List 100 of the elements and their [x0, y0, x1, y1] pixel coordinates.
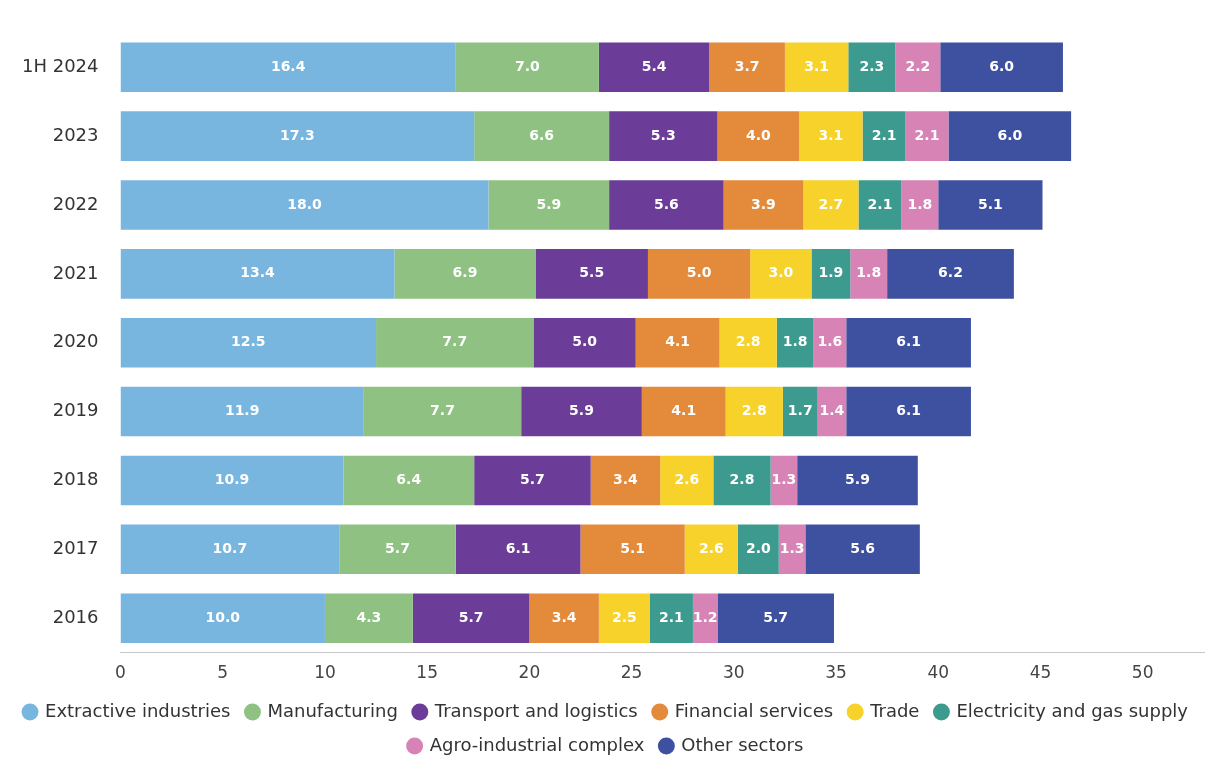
bar	[858, 180, 902, 230]
x-tick-label: 45	[1029, 662, 1052, 683]
y-tick-label: 1H 2024	[21, 54, 99, 76]
data-label: 2.3	[859, 57, 885, 74]
bar	[120, 593, 325, 643]
bar	[609, 111, 718, 161]
data-label: 6.2	[938, 264, 963, 281]
data-label: 2.1	[871, 126, 897, 143]
data-label: 5.9	[569, 402, 594, 419]
data-label: 2.1	[659, 608, 684, 625]
bar	[535, 249, 648, 299]
bar	[120, 111, 475, 161]
data-label: 5.7	[763, 608, 789, 625]
bar	[363, 386, 522, 437]
y-tick-label: 2023	[52, 123, 99, 145]
bar	[412, 593, 530, 643]
bar	[649, 593, 693, 643]
bar	[905, 111, 949, 161]
data-label: 2.6	[674, 471, 700, 488]
data-label: 5.0	[686, 264, 712, 281]
bar	[641, 386, 726, 437]
data-label: 4.0	[745, 126, 771, 143]
bar	[598, 42, 710, 93]
data-label: 5.0	[572, 333, 598, 350]
data-label: 4.1	[665, 333, 690, 350]
data-label: 3.4	[551, 608, 577, 625]
bar	[120, 455, 344, 506]
bar	[324, 593, 413, 643]
bar	[529, 593, 599, 643]
bar	[120, 42, 456, 93]
bar	[609, 180, 724, 230]
data-label: 6.1	[896, 333, 921, 350]
data-label: 6.1	[505, 539, 531, 556]
bar	[598, 593, 650, 643]
data-label: 6.9	[452, 264, 478, 281]
data-label: 1.7	[787, 402, 813, 419]
x-tick-label: 40	[927, 662, 950, 683]
bar	[474, 455, 591, 506]
bar	[717, 593, 834, 643]
bar	[376, 317, 534, 368]
bar	[120, 180, 489, 230]
data-label: 1.9	[818, 264, 844, 281]
data-label: 16.4	[270, 57, 306, 74]
data-label: 5.7	[385, 539, 410, 556]
data-label: 5.5	[579, 264, 605, 281]
bar	[805, 524, 920, 575]
data-label: 6.6	[529, 126, 555, 143]
data-label: 3.1	[804, 57, 830, 74]
data-label: 2.1	[867, 195, 893, 212]
bar	[750, 249, 812, 299]
x-tick-label: 0	[115, 662, 126, 683]
y-tick-label: 2020	[52, 330, 99, 352]
bar	[719, 317, 777, 368]
data-label: 10.7	[212, 539, 248, 556]
y-tick-label: 2019	[52, 399, 99, 421]
data-label: 2.2	[905, 57, 931, 74]
bar	[684, 524, 738, 575]
data-label: 5.4	[641, 57, 667, 74]
bar	[803, 180, 859, 230]
legend-label: Electricity and gas supply	[956, 699, 1189, 721]
data-label: 5.3	[650, 126, 676, 143]
bar	[660, 455, 714, 506]
y-tick-label: 2016	[52, 605, 99, 627]
bar	[533, 317, 636, 368]
legend-label: Agro-industrial complex	[429, 733, 645, 755]
data-label: 1.2	[692, 608, 718, 625]
bar	[488, 180, 610, 230]
bar	[776, 317, 814, 368]
data-label: 5.6	[850, 539, 876, 556]
bar	[120, 249, 395, 299]
data-label: 12.5	[231, 333, 266, 350]
bar	[862, 111, 906, 161]
data-label: 6.4	[396, 471, 422, 488]
bar	[887, 249, 1014, 299]
bar	[848, 42, 896, 93]
data-label: 4.1	[671, 402, 697, 419]
legend-label: Financial services	[674, 699, 834, 721]
data-label: 2.8	[741, 402, 767, 419]
data-label: 2.1	[914, 126, 940, 143]
x-tick-label: 10	[314, 662, 336, 683]
x-tick-label: 20	[518, 662, 541, 683]
bar	[455, 524, 581, 575]
data-label: 1.6	[817, 333, 843, 350]
data-label: 6.1	[896, 402, 921, 419]
bar	[709, 42, 785, 93]
data-label: 3.1	[818, 126, 844, 143]
bar	[850, 249, 888, 299]
data-label: 7.0	[514, 57, 540, 74]
bar	[339, 524, 456, 575]
bar	[938, 180, 1043, 230]
bar	[846, 386, 971, 437]
bar	[725, 386, 783, 437]
data-label: 17.3	[280, 126, 315, 143]
data-label: 1.8	[907, 195, 933, 212]
bar	[580, 524, 685, 575]
data-label: 3.0	[768, 264, 794, 281]
y-tick-label: 2022	[52, 192, 99, 214]
x-tick-label: 15	[416, 662, 438, 683]
y-tick-label: 2021	[52, 261, 99, 283]
bar	[737, 524, 779, 575]
